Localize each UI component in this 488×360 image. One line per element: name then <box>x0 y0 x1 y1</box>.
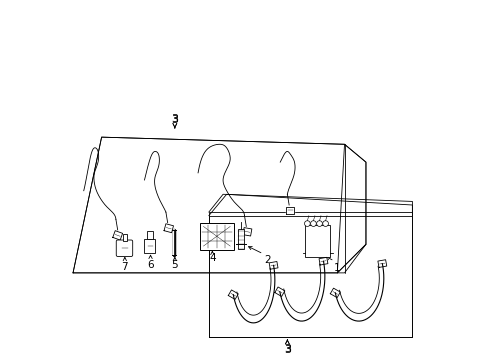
Text: 5: 5 <box>171 260 178 270</box>
FancyBboxPatch shape <box>116 240 132 256</box>
Polygon shape <box>113 231 122 240</box>
Text: 6: 6 <box>147 260 154 270</box>
Polygon shape <box>228 290 238 300</box>
Text: 4: 4 <box>208 253 215 263</box>
Polygon shape <box>274 287 285 297</box>
Circle shape <box>322 221 328 226</box>
Text: 1: 1 <box>333 263 340 273</box>
Circle shape <box>304 221 309 226</box>
Text: 3: 3 <box>171 114 178 125</box>
Polygon shape <box>318 257 327 265</box>
Bar <box>305 225 329 257</box>
Text: 3: 3 <box>171 113 178 123</box>
Bar <box>147 231 153 239</box>
Polygon shape <box>329 288 340 298</box>
Text: 3: 3 <box>284 344 290 354</box>
Text: 7: 7 <box>122 262 128 272</box>
Bar <box>200 223 233 249</box>
Bar <box>122 234 127 242</box>
Polygon shape <box>377 260 386 267</box>
Text: 2: 2 <box>264 255 270 265</box>
Circle shape <box>310 221 316 226</box>
Text: 3: 3 <box>284 345 290 355</box>
Polygon shape <box>243 228 251 236</box>
FancyBboxPatch shape <box>144 239 155 253</box>
Bar <box>237 229 244 249</box>
Circle shape <box>316 221 322 226</box>
Polygon shape <box>268 261 278 269</box>
Polygon shape <box>285 207 294 214</box>
Polygon shape <box>163 224 173 233</box>
